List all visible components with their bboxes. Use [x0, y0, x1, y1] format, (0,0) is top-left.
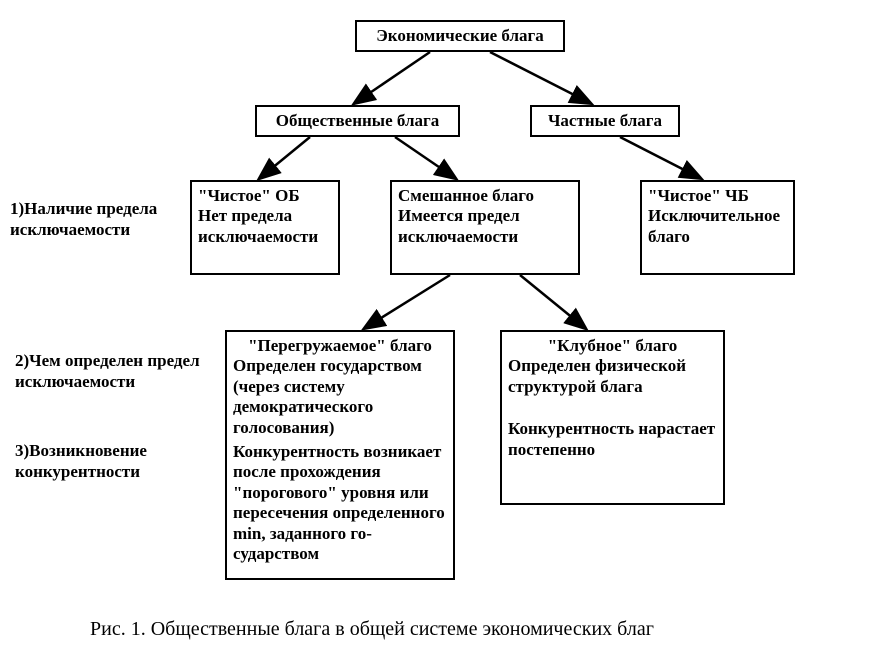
node-pure-ob-body: Нет предела исключае­мости	[198, 206, 332, 247]
node-private: Частные блага	[530, 105, 680, 137]
node-pure-ob-title: "Чистое" ОБ	[198, 186, 332, 206]
node-club-title: "Клубное" благо	[508, 336, 717, 356]
node-mixed-body: Имеется предел исключаемости	[398, 206, 572, 247]
node-club-body2: Конкурентность нарас­тает постепенно	[508, 419, 717, 460]
edge-arrow	[490, 52, 590, 103]
node-pure-cb-body: Исключитель­ное благо	[648, 206, 787, 247]
edge-arrow	[395, 137, 455, 178]
node-congest-title: "Перегружаемое" благо	[233, 336, 447, 356]
side-label-2-text: 2)Чем определен предел исключаемости	[15, 351, 200, 391]
side-label-3: 3)Возникновение конкурентности	[15, 440, 215, 483]
node-pure-cb: "Чистое" ЧБ Исключитель­ное благо	[640, 180, 795, 275]
node-congest: "Перегружаемое" благо Определен государс…	[225, 330, 455, 580]
node-mixed-title: Смешанное благо	[398, 186, 572, 206]
node-root-text: Экономические блага	[376, 26, 544, 45]
side-label-2: 2)Чем определен предел исключаемости	[15, 350, 215, 393]
node-congest-body1: Определен государст­вом (через систему д…	[233, 356, 447, 438]
figure-caption-text: Рис. 1. Общественные блага в общей систе…	[90, 618, 654, 640]
edge-arrow	[355, 52, 430, 103]
node-congest-body2: Конкурентность возни­кает после прохожде…	[233, 442, 447, 564]
side-label-1-text: 1)Наличие предела исключаемости	[10, 199, 157, 239]
node-pure-ob: "Чистое" ОБ Нет предела исключае­мости	[190, 180, 340, 275]
node-mixed: Смешанное благо Имеется предел исключаем…	[390, 180, 580, 275]
side-label-3-text: 3)Возникновение конкурентности	[15, 441, 147, 481]
edge-arrow	[620, 137, 700, 178]
edge-arrow	[260, 137, 310, 178]
node-public-text: Общественные блага	[276, 111, 439, 130]
node-public: Общественные блага	[255, 105, 460, 137]
edge-arrow	[520, 275, 585, 328]
node-club-body1: Определен физичес­кой структурой блага	[508, 356, 717, 397]
node-private-text: Частные блага	[548, 111, 662, 130]
figure-caption: Рис. 1. Общественные блага в общей систе…	[90, 618, 654, 641]
side-label-1: 1)Наличие предела исключаемости	[10, 198, 185, 241]
node-pure-cb-title: "Чистое" ЧБ	[648, 186, 787, 206]
node-club: "Клубное" благо Определен физичес­кой ст…	[500, 330, 725, 505]
node-root: Экономические блага	[355, 20, 565, 52]
edge-arrow	[365, 275, 450, 328]
